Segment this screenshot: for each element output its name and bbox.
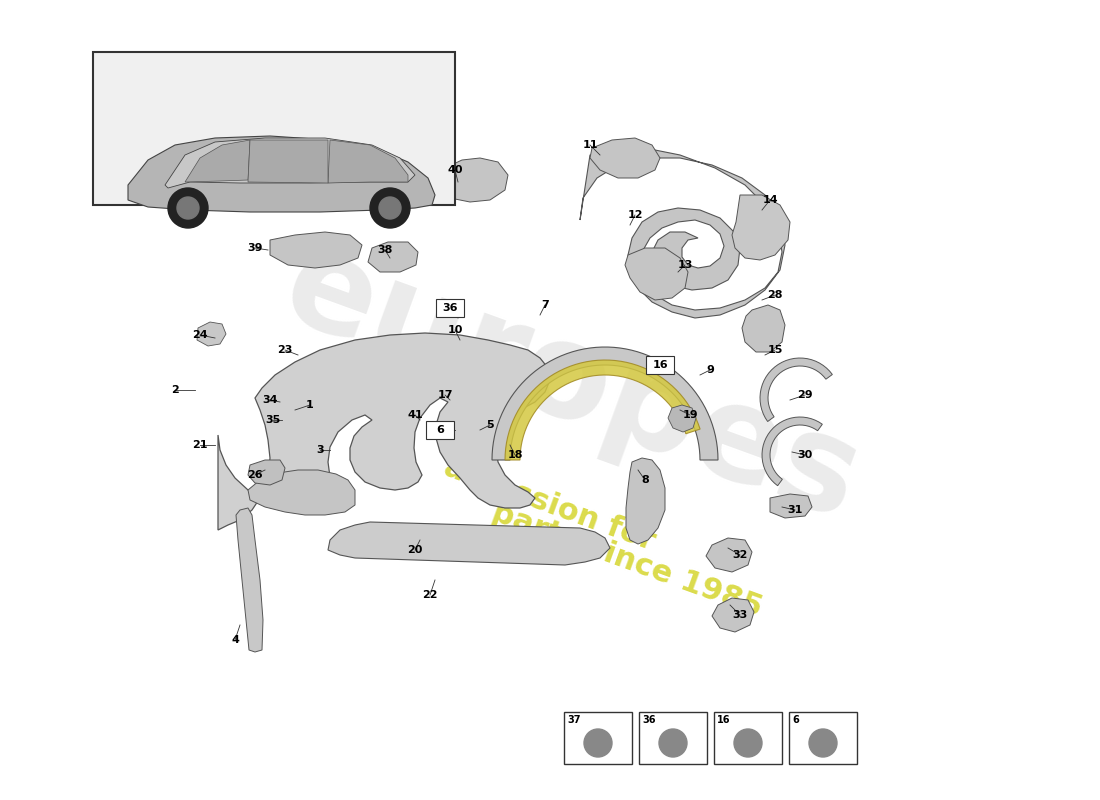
Text: 21: 21 [192,440,208,450]
Text: 26: 26 [248,470,263,480]
Text: 23: 23 [277,345,293,355]
Text: 34: 34 [262,395,277,405]
Text: 15: 15 [768,345,783,355]
Text: 8: 8 [641,475,649,485]
Polygon shape [328,140,408,183]
Polygon shape [328,522,610,565]
Text: 9: 9 [706,365,714,375]
Text: 33: 33 [733,610,748,620]
Polygon shape [712,598,754,632]
Text: 37: 37 [566,715,581,725]
Circle shape [734,729,762,757]
Bar [789,712,857,764]
Text: 20: 20 [407,545,422,555]
Text: 39: 39 [248,243,263,253]
Text: 12: 12 [627,210,642,220]
Text: 35: 35 [265,415,280,425]
Text: 38: 38 [377,245,393,255]
Bar [646,356,674,374]
Polygon shape [197,322,226,346]
Polygon shape [706,538,752,572]
Text: 41: 41 [407,410,422,420]
Text: 1: 1 [306,400,313,410]
Bar [426,421,454,439]
Bar [94,52,455,205]
Text: 18: 18 [507,450,522,460]
Polygon shape [248,470,355,515]
Text: 14: 14 [762,195,778,205]
Text: parts since 1985: parts since 1985 [488,498,766,622]
Text: 16: 16 [652,360,668,370]
Polygon shape [770,494,812,518]
Text: 32: 32 [733,550,748,560]
Text: 13: 13 [678,260,693,270]
Bar [714,712,782,764]
Bar [639,712,707,764]
Polygon shape [760,358,833,422]
Polygon shape [128,136,435,212]
Circle shape [177,197,199,219]
Polygon shape [248,460,285,485]
Text: a passion for: a passion for [440,452,660,556]
Polygon shape [668,405,696,432]
Text: europes: europes [267,222,877,546]
Text: 2: 2 [172,385,179,395]
Text: 36: 36 [442,303,458,313]
Text: 29: 29 [798,390,813,400]
Text: 6: 6 [792,715,799,725]
Text: 31: 31 [788,505,803,515]
Polygon shape [236,508,263,652]
Polygon shape [165,138,415,188]
Text: 10: 10 [448,325,463,335]
Polygon shape [762,417,823,486]
Circle shape [168,188,208,228]
Text: 36: 36 [642,715,656,725]
Text: 4: 4 [231,635,239,645]
Bar [436,299,464,317]
Text: 40: 40 [448,165,463,175]
Text: 19: 19 [682,410,697,420]
Polygon shape [368,242,418,272]
Polygon shape [505,360,700,460]
Text: 6: 6 [436,425,444,435]
Polygon shape [248,140,328,183]
Text: 22: 22 [422,590,438,600]
Polygon shape [270,232,362,268]
Circle shape [370,188,410,228]
Polygon shape [185,140,250,182]
Text: 24: 24 [192,330,208,340]
Text: 5: 5 [486,420,494,430]
Circle shape [659,729,688,757]
Polygon shape [732,195,790,260]
Polygon shape [492,347,718,460]
Polygon shape [590,138,660,178]
Text: 16: 16 [717,715,730,725]
Text: 3: 3 [316,445,323,455]
Circle shape [379,197,401,219]
Polygon shape [218,333,550,530]
Text: 30: 30 [798,450,813,460]
Circle shape [808,729,837,757]
Circle shape [584,729,612,757]
Polygon shape [580,148,785,318]
Polygon shape [625,248,688,300]
Polygon shape [742,305,785,352]
Text: 28: 28 [768,290,783,300]
Text: 17: 17 [438,390,453,400]
Bar [564,712,632,764]
Text: 7: 7 [541,300,549,310]
Polygon shape [438,158,508,202]
Polygon shape [626,458,666,544]
Text: 11: 11 [582,140,597,150]
